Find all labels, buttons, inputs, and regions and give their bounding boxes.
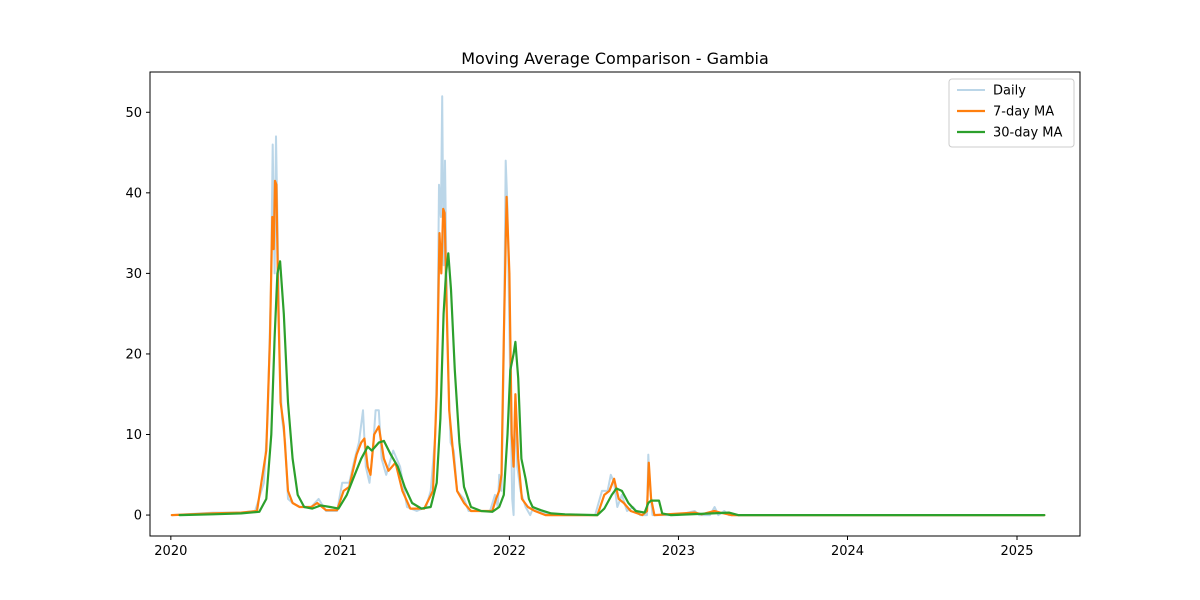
y-tick-label: 30 <box>125 267 142 282</box>
legend-label: 30-day MA <box>993 126 1062 141</box>
y-tick-label: 10 <box>125 428 142 443</box>
y-tick-label: 0 <box>134 509 142 524</box>
y-tick-label: 40 <box>125 186 142 201</box>
x-tick-label: 2025 <box>1000 544 1033 559</box>
series-line-2 <box>170 179 1046 517</box>
x-tick-label: 2024 <box>831 544 864 559</box>
x-tick-label: 2022 <box>493 544 526 559</box>
y-tick-label: 50 <box>125 106 142 121</box>
series-layer <box>170 95 1046 517</box>
plot-frame <box>149 71 1081 537</box>
x-tick-label: 2021 <box>324 544 357 559</box>
series-line-3 <box>178 252 1046 517</box>
legend: Daily 7-day MA 30-day MA <box>948 78 1075 148</box>
y-tick-label: 20 <box>125 347 142 362</box>
x-tick-label: 2020 <box>154 544 187 559</box>
legend-box <box>948 78 1075 148</box>
x-tick-label: 2023 <box>662 544 695 559</box>
legend-label: 7-day MA <box>993 105 1054 120</box>
y-axis: 0 10 20 30 40 50 <box>125 106 150 524</box>
x-axis: 2020 2021 2022 2023 2024 2025 <box>154 536 1034 559</box>
chart-title: Moving Average Comparison - Gambia <box>461 49 769 68</box>
legend-label: Daily <box>993 84 1026 99</box>
